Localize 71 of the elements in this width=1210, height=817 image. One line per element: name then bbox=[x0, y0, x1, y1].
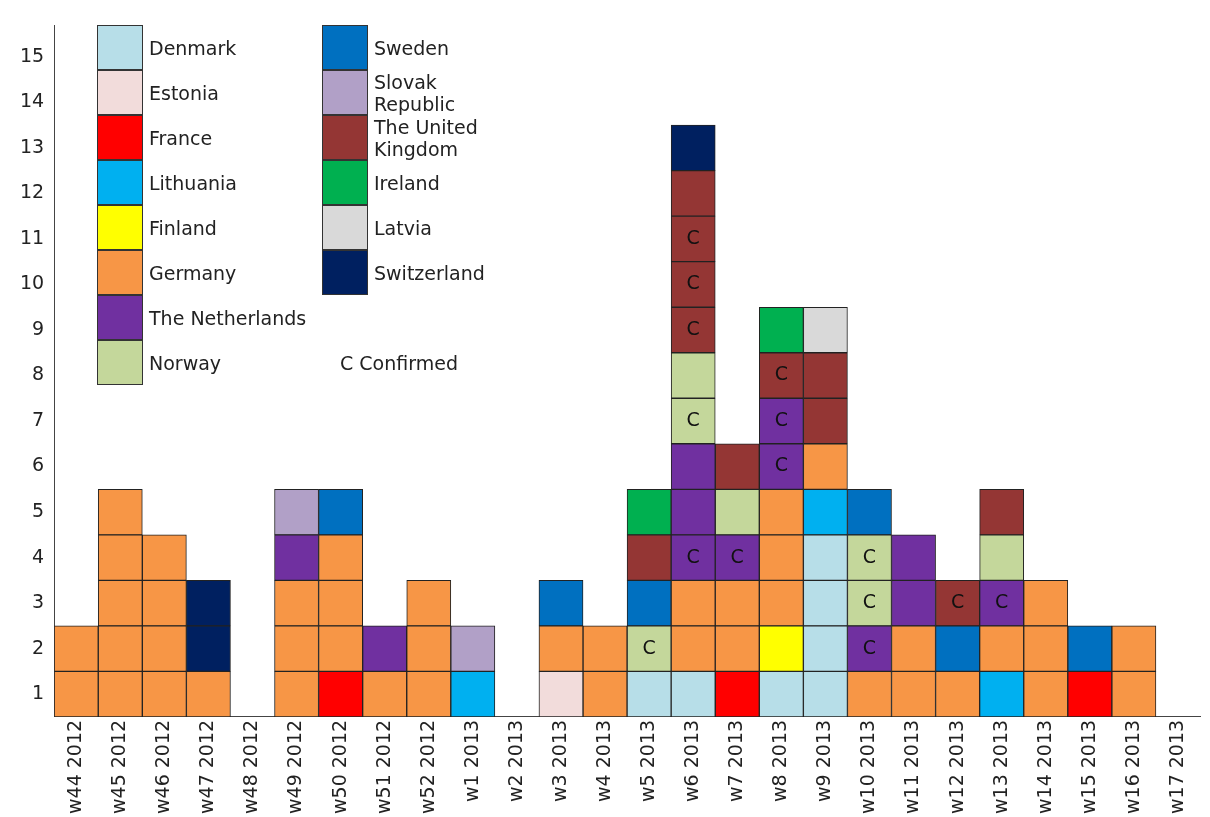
x-tick-label: w52 2012 bbox=[415, 719, 438, 814]
annotation: C Confirmed bbox=[339, 350, 459, 376]
x-tick-label: w46 2012 bbox=[151, 719, 174, 814]
legend-label: Slovak Republic bbox=[374, 70, 457, 115]
x-tick-label: w13 2013 bbox=[988, 719, 1011, 814]
y-tick-label: 4 bbox=[32, 544, 45, 567]
data-label: C bbox=[686, 225, 700, 248]
legend-label: Germany bbox=[149, 261, 237, 284]
legend-label: Estonia bbox=[149, 81, 219, 104]
x-tick-label: w15 2013 bbox=[1076, 719, 1099, 814]
legend-label: Ireland bbox=[374, 171, 440, 194]
legend-label: Switzerland bbox=[374, 261, 485, 284]
y-tick-label: 11 bbox=[19, 225, 45, 248]
x-tick-label: w44 2012 bbox=[63, 719, 86, 814]
data-label: C bbox=[686, 407, 700, 430]
y-tick-label: 10 bbox=[19, 271, 45, 294]
legend-label: Lithuania bbox=[149, 171, 238, 194]
x-tick-label: w8 2013 bbox=[768, 719, 791, 802]
x-tick-label: w16 2013 bbox=[1120, 719, 1143, 814]
x-tick-label: w4 2013 bbox=[591, 719, 614, 802]
x-tick-label: w12 2013 bbox=[944, 719, 967, 814]
data-label: C bbox=[774, 407, 788, 430]
y-tick-label: 5 bbox=[32, 498, 45, 521]
x-tick-label: w17 2013 bbox=[1164, 719, 1187, 814]
x-tick-label: w3 2013 bbox=[547, 719, 570, 802]
data-label: C bbox=[862, 635, 877, 658]
data-label: C bbox=[774, 453, 788, 476]
x-tick-label: w7 2013 bbox=[724, 719, 747, 802]
legend-label: Denmark bbox=[149, 36, 237, 59]
x-tick-label: w49 2012 bbox=[283, 719, 306, 814]
data-label: C bbox=[686, 316, 700, 339]
data-label: C bbox=[862, 590, 877, 613]
x-tick-label: w51 2012 bbox=[371, 719, 394, 814]
legend-label: Norway bbox=[149, 351, 222, 374]
data-label: C bbox=[730, 544, 744, 567]
data-label: C bbox=[995, 590, 1009, 613]
y-tick-label: 6 bbox=[32, 453, 45, 476]
data-label: C bbox=[774, 362, 788, 385]
x-tick-label: w14 2013 bbox=[1032, 719, 1055, 814]
y-tick-label: 13 bbox=[19, 134, 45, 157]
y-tick-label: 12 bbox=[19, 180, 45, 203]
x-tick-label: w11 2013 bbox=[900, 719, 923, 814]
legend-label: The Netherlands bbox=[149, 306, 307, 329]
y-tick-label: 7 bbox=[32, 407, 45, 430]
y-tick-label: 2 bbox=[32, 635, 45, 658]
y-tick-label: 9 bbox=[32, 316, 45, 339]
x-tick-label: w1 2013 bbox=[459, 719, 482, 802]
legend-label: Sweden bbox=[374, 36, 450, 59]
legend-label: The United Kingdom bbox=[374, 115, 479, 160]
data-label: C bbox=[642, 635, 656, 658]
x-tick-label: w47 2012 bbox=[195, 719, 218, 814]
data-label: C bbox=[686, 544, 700, 567]
x-tick-label: w45 2012 bbox=[107, 719, 130, 814]
y-tick-label: 14 bbox=[19, 89, 45, 112]
y-tick-label: 3 bbox=[32, 590, 45, 613]
x-tick-label: w6 2013 bbox=[680, 719, 703, 802]
y-tick-label: 1 bbox=[32, 681, 45, 704]
x-tick-label: w50 2012 bbox=[327, 719, 350, 814]
data-label: C bbox=[862, 544, 877, 567]
x-tick-label: w5 2013 bbox=[636, 719, 659, 802]
x-tick-label: w9 2013 bbox=[812, 719, 835, 802]
legend-label: France bbox=[149, 126, 213, 149]
data-label: C bbox=[950, 590, 965, 613]
y-tick-label: 8 bbox=[32, 362, 45, 385]
x-tick-label: w10 2013 bbox=[856, 719, 879, 814]
legend-label: Latvia bbox=[374, 216, 432, 239]
x-tick-label: w48 2012 bbox=[239, 719, 262, 814]
data-label: C bbox=[686, 271, 700, 294]
legend-label: Finland bbox=[149, 216, 217, 239]
x-tick-label: w2 2013 bbox=[503, 719, 526, 802]
y-tick-label: 15 bbox=[19, 43, 45, 66]
